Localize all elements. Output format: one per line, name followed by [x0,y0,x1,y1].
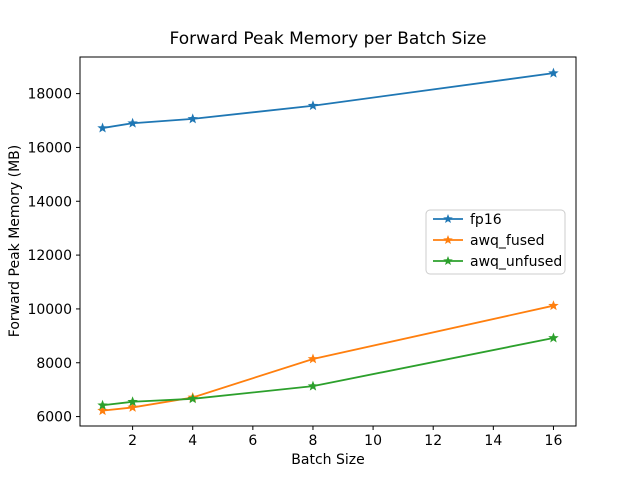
data-point-marker-awq_fused [127,401,138,412]
x-axis-label: Batch Size [291,452,365,468]
y-tick-label: 8000 [36,356,72,372]
legend-label-fp16: fp16 [470,212,502,228]
data-point-marker-awq_fused [307,353,319,364]
y-tick-label: 6000 [36,410,72,426]
series-line-awq_fused [101,304,555,412]
data-point-marker-awq_unfused [187,393,198,404]
data-point-marker-fp16 [97,122,108,133]
data-point-marker-awq_unfused [127,396,138,407]
data-point-marker-awq_unfused [97,399,108,410]
y-tick-label: 12000 [27,248,72,264]
data-point-marker-awq_unfused [548,332,559,343]
legend-marker-awq_fused [443,235,453,245]
x-tick-label: 10 [364,433,382,449]
legend-box [425,209,566,275]
y-tick-label: 10000 [27,302,72,318]
x-tick-label: 8 [309,433,318,449]
legend-label-awq_unfused: awq_unfused [470,254,562,270]
x-tick-label: 16 [545,433,563,449]
legend-marker-fp16 [443,214,453,224]
x-tick-label: 4 [188,433,197,449]
data-point-marker-awq_fused [548,300,559,311]
series-line-fp16 [101,72,555,129]
data-point-marker-fp16 [548,67,559,78]
data-point-marker-fp16 [127,117,138,128]
data-point-marker-fp16 [187,113,198,124]
x-tick-label: 12 [424,433,442,449]
x-tick-label: 14 [484,433,502,449]
chart-title: Forward Peak Memory per Batch Size [169,29,487,49]
legend-marker-awq_unfused [443,256,453,266]
x-tick-label: 6 [248,433,257,449]
plot-frame [79,56,577,427]
y-tick-label: 14000 [27,194,72,210]
series-line-awq_unfused [101,337,555,407]
y-tick-label: 16000 [27,140,72,156]
data-point-marker-awq_unfused [307,380,319,391]
data-point-marker-awq_fused [97,405,108,416]
x-tick-label: 2 [128,433,137,449]
legend-label-awq_fused: awq_fused [470,233,545,249]
data-point-marker-fp16 [307,100,319,111]
y-tick-label: 18000 [27,87,72,103]
